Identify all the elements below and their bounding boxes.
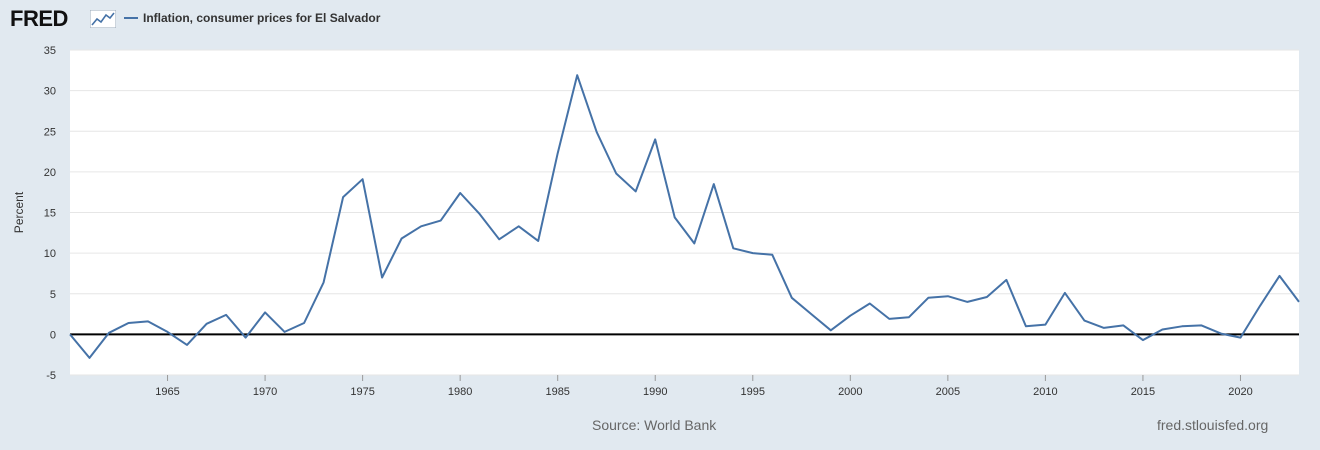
y-tick-label: 10	[44, 248, 56, 260]
y-axis-label: Percent	[12, 191, 26, 233]
y-tick-label: 35	[44, 45, 56, 57]
source-credit: Source: World Bank	[592, 417, 717, 433]
x-tick-label: 1970	[253, 386, 277, 398]
site-link[interactable]: fred.stlouisfed.org	[1157, 417, 1269, 433]
x-tick-label: 2005	[936, 386, 960, 398]
x-tick-label: 2010	[1033, 386, 1057, 398]
fred-logo[interactable]: FRED	[10, 6, 68, 31]
x-tick-label: 1985	[545, 386, 569, 398]
y-tick-label: 5	[50, 289, 56, 301]
x-tick-label: 1995	[741, 386, 765, 398]
legend-series-label: Inflation, consumer prices for El Salvad…	[143, 11, 381, 25]
x-tick-label: 2000	[838, 386, 862, 398]
y-tick-label: 25	[44, 126, 56, 138]
series-line-0	[69, 74, 1300, 359]
fred-trend-graph-icon	[90, 10, 116, 28]
y-tick-label: 20	[44, 167, 56, 179]
x-tick-label: 1975	[350, 386, 374, 398]
legend-swatch	[124, 17, 138, 19]
legend: Inflation, consumer prices for El Salvad…	[124, 11, 380, 25]
y-tick-label: 0	[50, 329, 56, 341]
header: FRED Inflation, consumer prices for El S…	[0, 0, 1320, 40]
x-tick-label: 1990	[643, 386, 667, 398]
x-tick-label: 1965	[155, 386, 179, 398]
y-tick-label: 15	[44, 208, 56, 220]
x-tick-label: 1980	[448, 386, 472, 398]
y-tick-label: -5	[46, 370, 56, 382]
x-tick-label: 2020	[1228, 386, 1252, 398]
y-tick-label: 30	[44, 86, 56, 98]
x-tick-label: 2015	[1131, 386, 1155, 398]
